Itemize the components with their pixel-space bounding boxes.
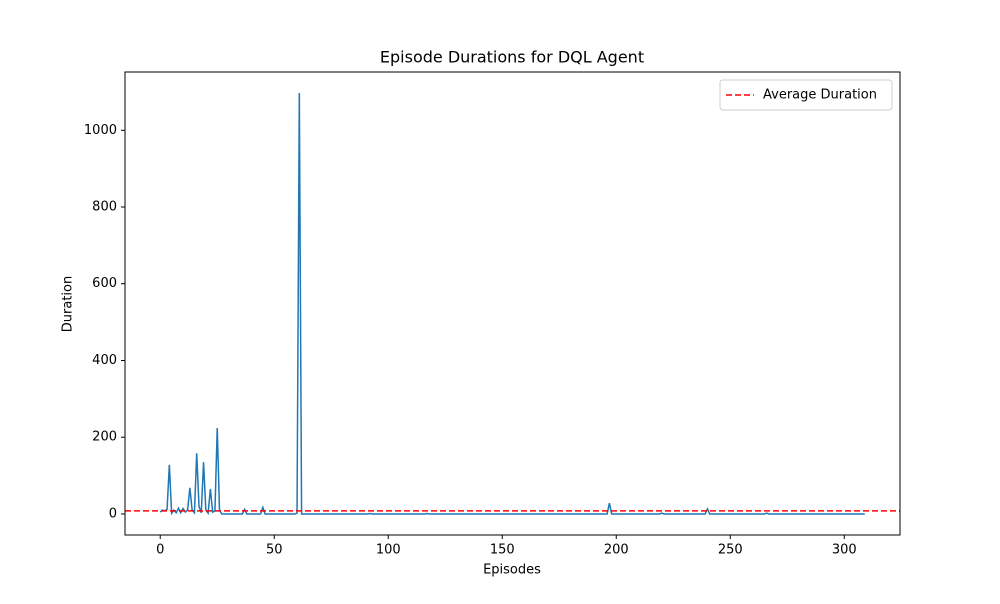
x-tick-label: 300 <box>832 543 857 558</box>
chart-title: Episode Durations for DQL Agent <box>380 48 644 67</box>
axes-frame <box>124 71 901 536</box>
x-tick-label: 50 <box>266 543 283 558</box>
y-tick-label: 0 <box>109 506 117 521</box>
x-tick-label: 0 <box>156 543 164 558</box>
x-tick-label: 200 <box>604 543 629 558</box>
y-tick-label: 600 <box>92 276 117 291</box>
x-tick-label: 100 <box>376 543 401 558</box>
y-tick-label: 200 <box>92 430 117 445</box>
y-tick-label: 800 <box>92 200 117 215</box>
legend-box <box>719 79 893 111</box>
line-series <box>159 93 865 516</box>
y-tick-label: 400 <box>92 353 117 368</box>
y-tick-label: 1000 <box>84 123 117 138</box>
legend-label: Average Duration <box>763 88 877 103</box>
x-tick-label: 250 <box>718 543 743 558</box>
y-axis-label: Duration <box>61 276 76 332</box>
x-axis-label: Episodes <box>483 563 541 578</box>
x-tick-label: 150 <box>490 543 515 558</box>
